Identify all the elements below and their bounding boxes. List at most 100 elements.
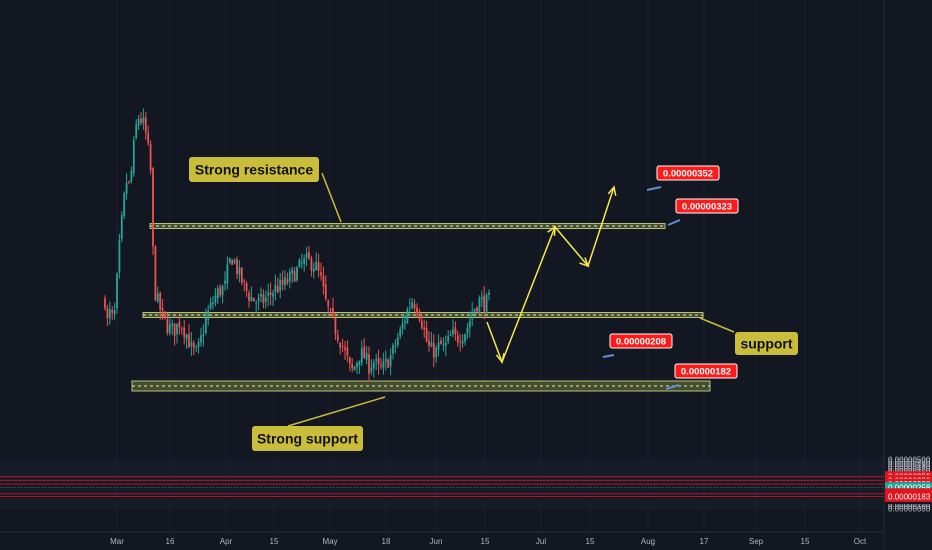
candle (274, 274, 277, 301)
candle-body (228, 257, 231, 263)
candle (185, 333, 188, 349)
callout-pointer (667, 219, 681, 226)
candle (252, 297, 255, 302)
candle-body (176, 323, 178, 334)
candle-body (156, 293, 159, 302)
note-box (252, 426, 363, 451)
candle-body (300, 262, 303, 264)
candle (140, 112, 142, 126)
time-axis[interactable]: Mar 16 Apr 15 May 18 Jun 15 Jul 15 Aug 17 Sep 15 Oct (0, 531, 884, 550)
candle (413, 299, 416, 313)
callout-text: 0.00000323 (682, 202, 732, 213)
candle-body (125, 182, 128, 194)
callout-text: 0.00000182 (681, 367, 731, 378)
candle-body (401, 323, 404, 329)
candle-body (166, 319, 169, 333)
candle-body (200, 335, 202, 343)
projection-arrows[interactable] (486, 185, 617, 365)
candle-body (322, 275, 325, 287)
candle (226, 256, 229, 290)
candle (382, 352, 385, 375)
candle-body (396, 337, 399, 346)
callout-box (609, 333, 673, 349)
candle-body (212, 302, 214, 305)
candle-body (231, 259, 234, 265)
price-tick-label: 0.00000460 (888, 460, 931, 469)
annotation-note[interactable]: Strong resistance (189, 157, 342, 223)
candle (344, 340, 346, 361)
time-axis-bg (0, 532, 884, 550)
candle (341, 338, 344, 353)
candle (387, 358, 390, 369)
candle-body (173, 323, 176, 336)
price-callout[interactable]: 0.00000323 (667, 198, 739, 226)
candle-body (152, 168, 154, 247)
support-resistance-zones[interactable] (131, 223, 711, 392)
price-callout[interactable]: 0.00000208 (602, 333, 673, 358)
candle-body (276, 286, 279, 293)
annotation-note[interactable]: Strong support (252, 396, 386, 451)
candle (399, 325, 402, 340)
candle (147, 125, 150, 146)
candle-body (204, 318, 207, 333)
candle (298, 258, 301, 268)
candle-body (171, 323, 174, 326)
resistance-zone[interactable] (149, 223, 666, 229)
price-tick-label: 0.00000100 (888, 502, 931, 511)
candle (120, 211, 123, 243)
candle (132, 136, 135, 177)
candle-body (315, 261, 318, 271)
candle-body (444, 342, 447, 346)
candle-body (375, 359, 378, 362)
support-zone[interactable] (142, 312, 704, 318)
candle (368, 346, 370, 382)
price-callout[interactable]: 0.00000352 (646, 165, 720, 191)
candle (411, 298, 414, 310)
annotation-note[interactable]: support (699, 317, 798, 355)
candle (389, 348, 392, 376)
candle-body (260, 294, 262, 297)
price-tag-bg (885, 490, 932, 502)
candle (200, 327, 202, 347)
candle (428, 330, 430, 352)
price-callout[interactable]: 0.00000182 (665, 363, 738, 390)
candle (111, 306, 114, 321)
time-tick-label: Apr (220, 537, 233, 546)
candle-body (202, 334, 205, 337)
time-tick-label: Aug (641, 537, 655, 546)
candle-body (284, 277, 286, 286)
candle (279, 273, 282, 299)
callout-pointer (665, 384, 680, 390)
candle (370, 359, 373, 376)
candle-body (108, 308, 111, 318)
candle (135, 118, 138, 140)
candle-body (447, 336, 450, 342)
candle (161, 298, 164, 320)
candle-body (147, 132, 150, 144)
time-tick-label: Oct (854, 537, 867, 546)
candle-body (456, 335, 459, 343)
candle-body (485, 294, 488, 314)
candle-body (399, 329, 402, 337)
text-notes[interactable]: Strong resistance support Strong support (189, 157, 798, 451)
candle-body (185, 334, 188, 340)
candle (228, 257, 231, 265)
arrowhead (579, 257, 590, 268)
candle (173, 323, 176, 346)
price-axis[interactable]: 0.000000800.000001000.000001200.00000140… (883, 0, 932, 550)
price-tick-label: 0.00000080 (888, 505, 931, 514)
candle-body (274, 284, 277, 293)
candle (240, 267, 243, 286)
candle (255, 300, 258, 314)
candle (372, 359, 375, 378)
candle-body (425, 327, 428, 342)
candle-body (384, 358, 387, 362)
candle (262, 289, 265, 309)
price-callouts[interactable]: 0.00000352 0.00000323 0.00000208 0.00000182 (602, 165, 739, 390)
strong-support-zone[interactable] (131, 380, 711, 392)
time-tick-label: 15 (586, 537, 595, 546)
candle-body (132, 140, 135, 174)
candle (257, 293, 260, 311)
candle-body (370, 367, 373, 372)
